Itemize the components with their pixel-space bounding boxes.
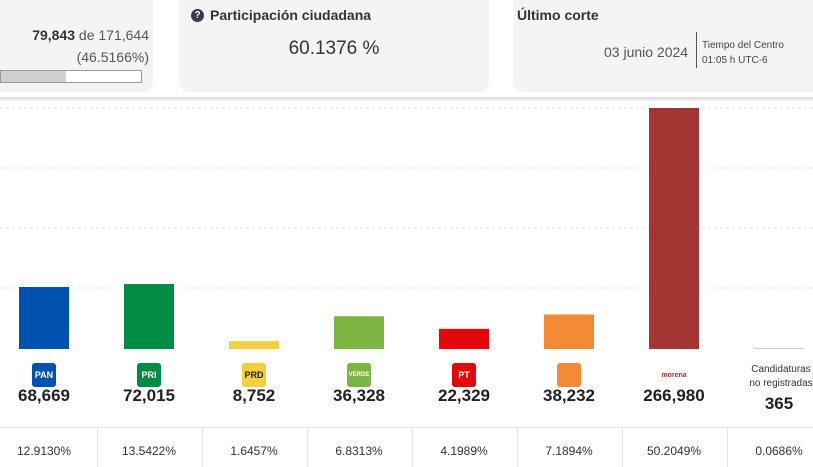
actas-progress-fill [1, 71, 67, 82]
no-registered-label-line1: Candidaturas [751, 364, 811, 375]
bar-candidaturas-no-registradas[interactable] [754, 348, 804, 349]
no-registered-label-line2: no registradas [749, 378, 813, 389]
bar-pvem[interactable] [334, 316, 384, 349]
vote-percent-6: 7.1894% [545, 444, 593, 458]
vote-percent-4: 6.8313% [335, 444, 383, 458]
column-separator [97, 428, 98, 467]
corte-divider [696, 32, 697, 68]
corte-timezone: Tiempo del Centro 01:05 h UTC-6 [702, 38, 784, 68]
corte-tz-line2: 01:05 h UTC-6 [702, 55, 768, 66]
actas-progress-bar [0, 70, 142, 83]
vote-percent-8: 0.0686% [755, 444, 803, 458]
vote-count-7: 266,980 [643, 386, 705, 405]
percent-row-divider [0, 427, 813, 428]
participacion-value: 60.1376 % [288, 38, 380, 59]
column-separator [307, 428, 308, 467]
party-logo-morena-icon: morena [661, 371, 687, 379]
actas-of-label: de [78, 27, 95, 43]
bar-prd[interactable] [229, 341, 279, 349]
corte-card: Último corte 03 junio 2024 Tiempo del Ce… [513, 0, 813, 92]
vote-count-2: 72,015 [123, 386, 175, 405]
actas-percent: (46.5166%) [76, 49, 149, 65]
vote-percent-5: 4.1989% [440, 444, 488, 458]
bar-mc[interactable] [544, 314, 594, 349]
column-separator [727, 428, 728, 467]
participacion-header: ? Participación ciudadana [191, 7, 371, 23]
party-logo-pt-icon: PT [451, 362, 477, 388]
summary-band: 79,843 de 171,644 (46.5166%) ? Participa… [0, 0, 813, 100]
column-separator [622, 428, 623, 467]
vote-count-1: 68,669 [18, 386, 70, 405]
vote-count-5: 22,329 [438, 386, 490, 405]
party-logo-pvem-icon: VERDE [346, 362, 372, 388]
vote-percent-1: 12.9130% [16, 444, 72, 458]
vote-percent-2: 13.5422% [121, 444, 177, 458]
party-logo-prd-icon: PRD [241, 362, 267, 388]
actas-count: 79,843 de 171,644 [32, 27, 149, 43]
participacion-title: Participación ciudadana [210, 7, 372, 23]
vote-count-4: 36,328 [333, 386, 385, 405]
column-separator [202, 428, 203, 467]
corte-title: Último corte [517, 7, 599, 23]
vote-percent-7: 50.2049% [646, 444, 702, 458]
actas-counted: 79,843 [32, 27, 76, 43]
vote-percent-3: 1.6457% [230, 444, 278, 458]
bar-pri[interactable] [124, 283, 174, 349]
vote-count-3: 8,752 [232, 386, 276, 405]
corte-date: 03 junio 2024 [604, 44, 689, 60]
party-logo-pri-icon: PRI [136, 362, 162, 388]
bar-morena[interactable] [649, 108, 699, 349]
actas-total: 171,644 [98, 27, 149, 43]
party-logo-pan-icon: PAN [31, 362, 57, 388]
band-shadow [0, 97, 813, 102]
bar-pt[interactable] [439, 328, 489, 349]
actas-card: 79,843 de 171,644 (46.5166%) [0, 0, 153, 92]
no-registered-label: Candidaturas no registradas [731, 363, 813, 391]
column-separator [517, 428, 518, 467]
bar-pan[interactable] [19, 287, 69, 349]
vote-count-8: 365 [764, 394, 794, 413]
vote-count-6: 38,232 [543, 386, 595, 405]
column-separator [412, 428, 413, 467]
help-icon[interactable]: ? [191, 8, 204, 22]
party-logo-mc-icon [556, 362, 582, 388]
participacion-card: ? Participación ciudadana 60.1376 % [179, 0, 489, 92]
corte-tz-line1: Tiempo del Centro [702, 40, 784, 51]
